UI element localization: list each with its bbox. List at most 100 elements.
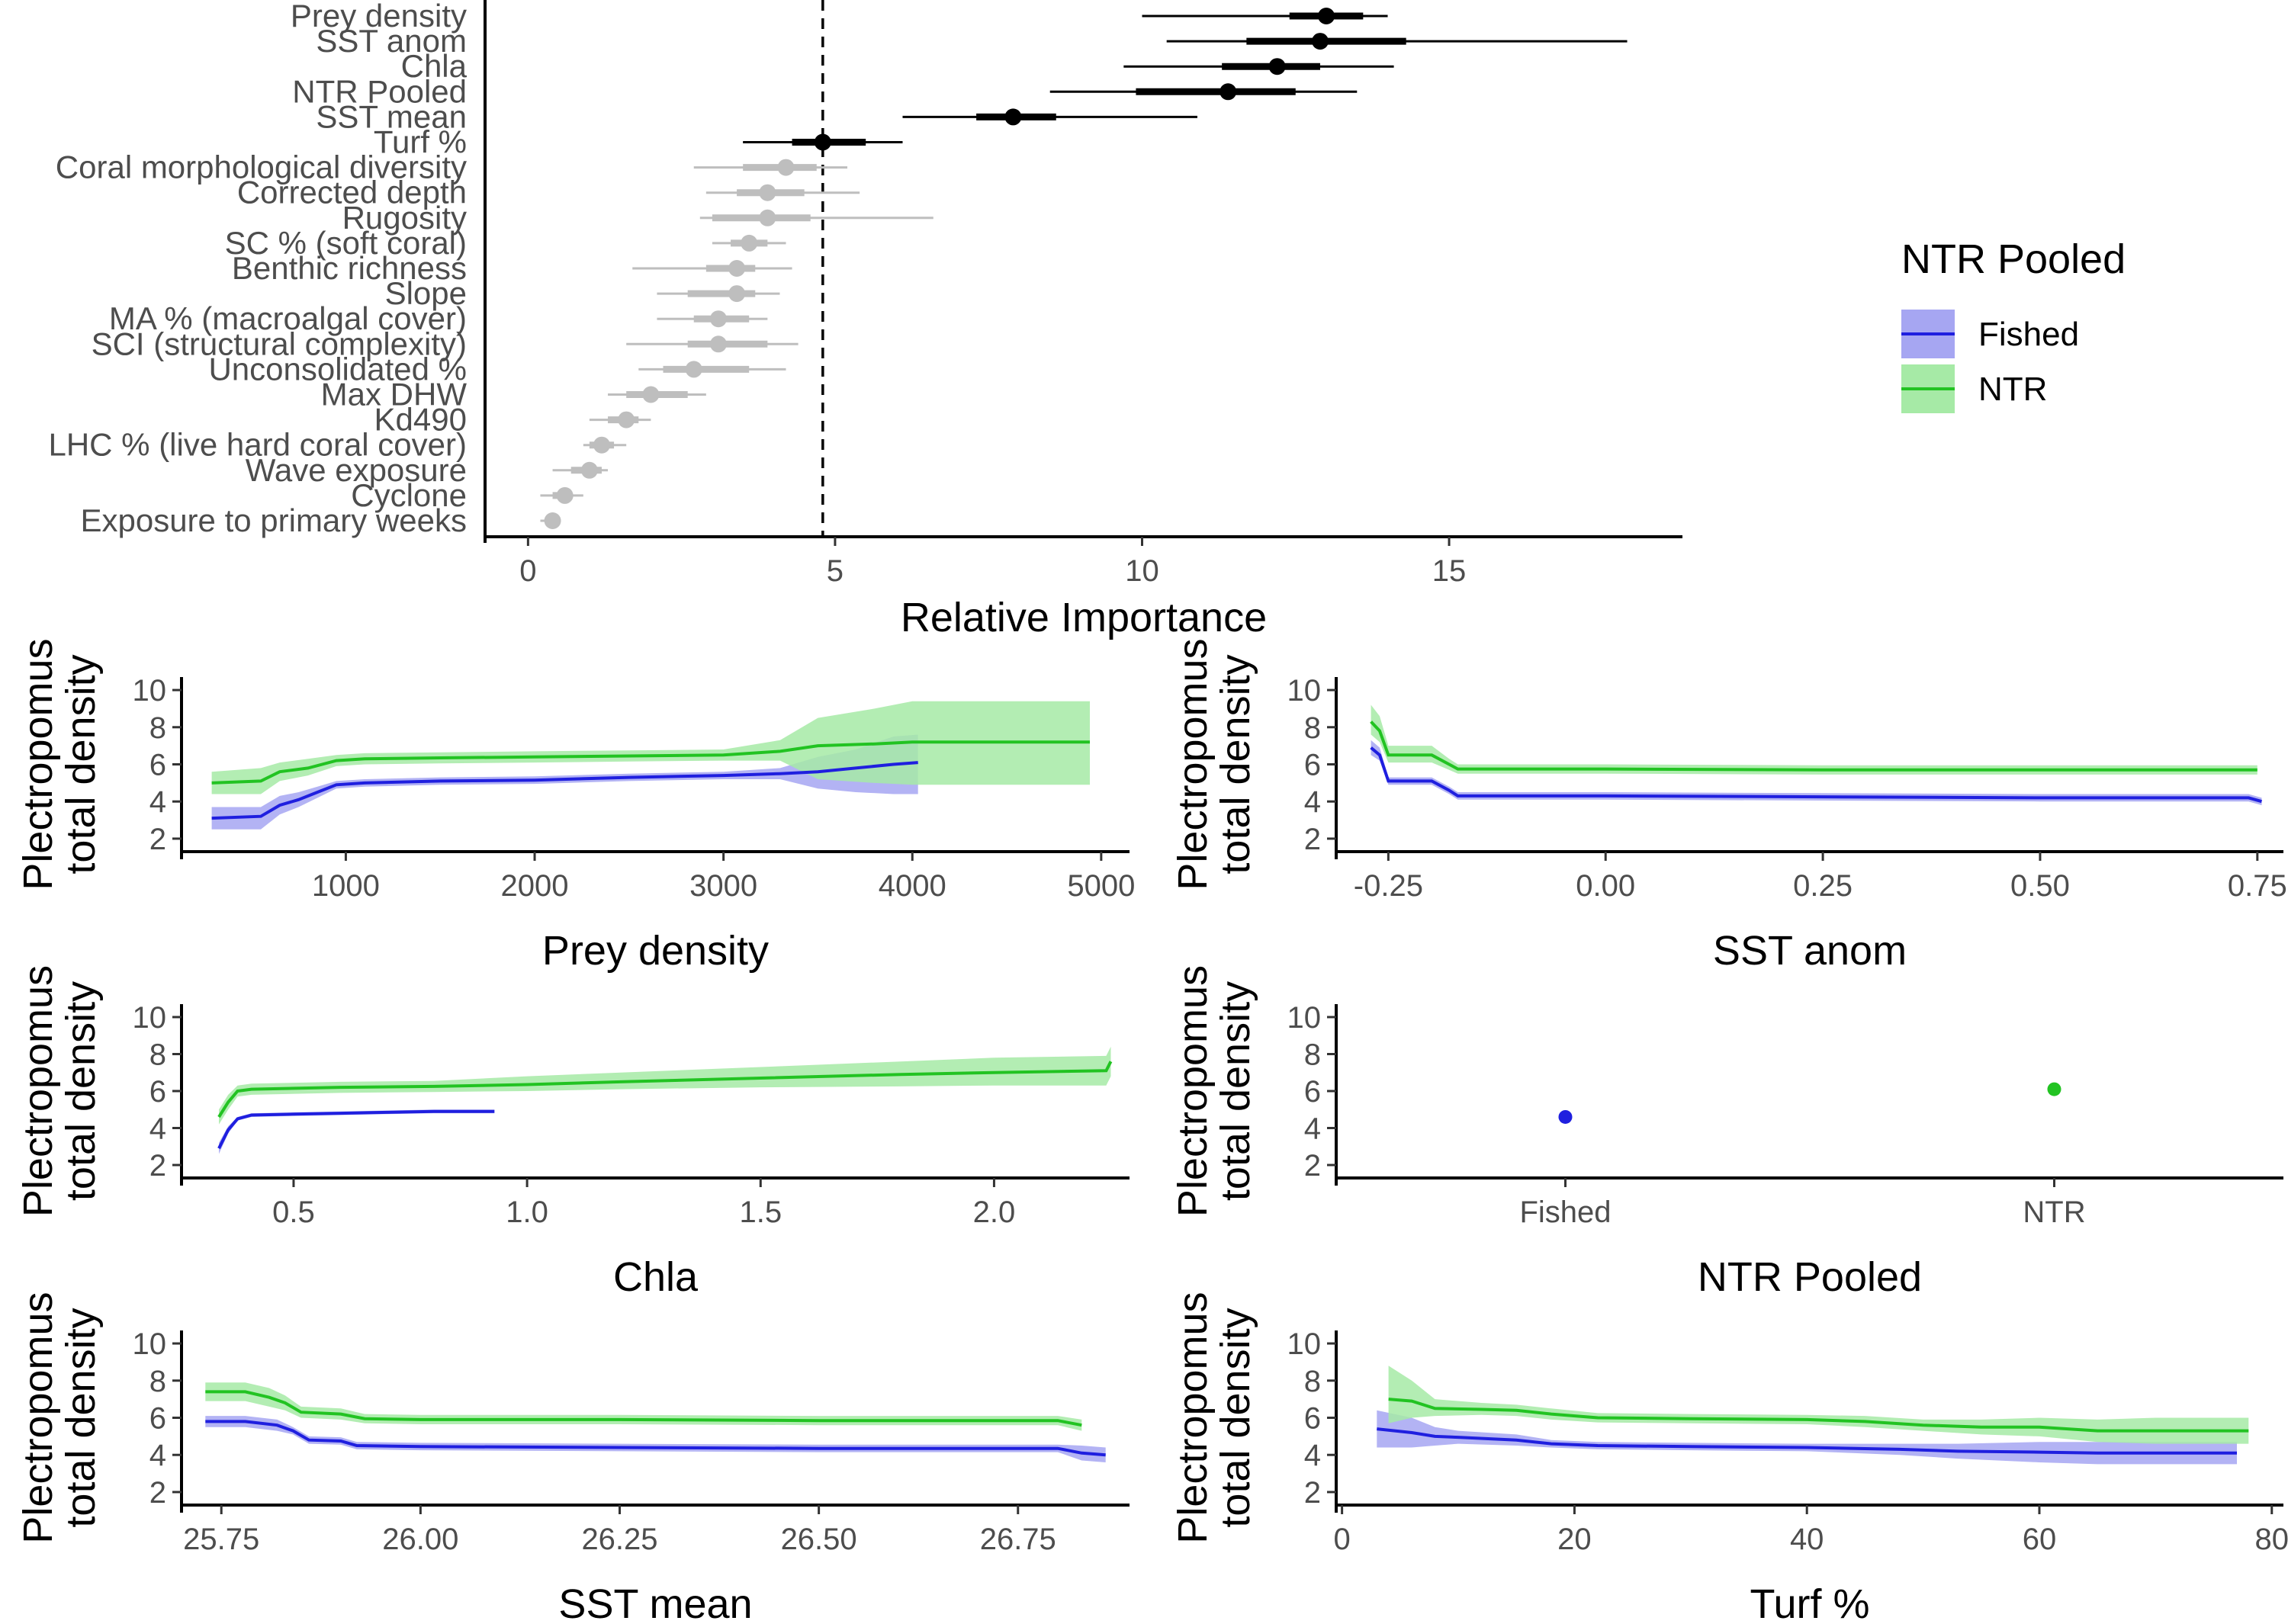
x-axis-title: NTR Pooled [1698,1254,1922,1300]
ntr-confidence-ribbon [219,1046,1111,1125]
ntr-confidence-ribbon [1371,704,2257,775]
legend-label-ntr: NTR [1978,371,2047,408]
variable-label: Slope [385,275,467,311]
y-tick-label: 2 [1304,1149,1321,1183]
x-tick-label: 5 [827,554,844,588]
x-tick-label: 1.5 [739,1196,782,1229]
y-tick-label: 8 [149,1038,166,1071]
fished-point [1558,1109,1573,1124]
y-tick-label: 6 [1304,749,1321,782]
y-tick-label: 10 [1287,674,1322,708]
y-tick-label: 4 [149,1439,166,1472]
importance-point [1311,33,1329,50]
x-tick-label: 0.5 [272,1196,315,1229]
y-tick-label: 4 [1304,1112,1321,1146]
y-tick-label: 10 [1287,1327,1322,1361]
x-tick-label: 0 [1333,1523,1350,1556]
x-tick-label: 60 [2023,1523,2057,1556]
ntr-line [211,740,1090,785]
x-tick-label: 0.25 [1793,869,1853,903]
y-tick-label: 10 [133,1001,167,1035]
y-axis-title-line1: Plectropomus [15,965,61,1217]
x-tick-label: Fished [1519,1196,1611,1229]
variable-label: MA % (macroalgal cover) [109,300,467,336]
x-tick-label: 26.00 [382,1523,458,1556]
importance-point [593,436,610,454]
x-tick-label: 20 [1557,1523,1592,1556]
y-tick-label: 6 [149,1402,166,1436]
importance-point [556,486,574,504]
y-axis-title-line1: Plectropomus [1170,638,1216,890]
importance-point [814,133,831,151]
importance-point [728,260,746,277]
variable-label: SC % (soft coral) [225,225,467,261]
y-tick-label: 6 [149,1075,166,1109]
fished-line [217,1109,495,1150]
pd-panel: 2 46 810 1000 2000 3000 4000 5000 Prey density Pl… [15,638,1135,974]
variable-label: Kd490 [374,402,467,438]
variable-label: Benthic richness [232,250,467,286]
variable-label: Max DHW [321,377,468,412]
legend-title: NTR Pooled [1901,236,2126,282]
importance-point [1318,8,1335,24]
y-tick-label: 6 [1304,1075,1321,1109]
importance-point [642,386,660,403]
x-axis-title: Chla [613,1254,699,1300]
pd-panel: 2 46 810 -0.25 0.00 0.25 0.50 0.75 SST anom Plect… [1170,638,2287,974]
variable-label: Corrected depth [237,175,467,210]
x-tick-label: 2000 [501,869,569,903]
y-axis-title-line2: total density [58,981,104,1201]
x-tick-label: 2.0 [973,1196,1016,1229]
variable-label: NTR Pooled [292,73,467,109]
y-tick-label: 2 [149,1476,166,1510]
y-tick-label: 10 [133,674,167,708]
x-tick-label: 26.50 [781,1523,857,1556]
x-tick-label: 80 [2255,1523,2288,1556]
y-tick-label: 4 [1304,1439,1321,1472]
y-axis-title-line1: Plectropomus [1170,965,1216,1217]
pd-panel: 2 46 8 10 25.75 26.00 26.25 26.50 26.75 SST mean P… [15,1292,1130,1624]
x-tick-label: 25.75 [183,1523,259,1556]
variable-label: Chla [401,48,468,84]
y-axis-title-line2: total density [58,654,104,874]
fished-confidence-ribbon [205,1416,1106,1462]
y-tick-label: 10 [133,1327,167,1361]
fished-line [1377,1427,2237,1455]
variable-label: LHC % (live hard coral cover) [48,427,467,463]
x-tick-label: 26.75 [980,1523,1056,1556]
x-tick-label: 5000 [1067,869,1135,903]
y-axis-title-line2: total density [1213,1308,1258,1527]
ntr-line [205,1390,1082,1427]
ntr-confidence-ribbon [205,1382,1082,1431]
y-axis-title-line2: total density [58,1308,104,1527]
x-tick-label: NTR [2023,1196,2085,1229]
importance-point [618,411,635,428]
x-tick-label: -0.25 [1354,869,1423,903]
importance-point [544,512,561,529]
variable-label: Wave exposure [246,452,467,488]
x-tick-label: 0.50 [2010,869,2070,903]
pd-panel: 246 810 Fished NTR NTR Pooled Plectropomustot… [1170,965,2283,1300]
y-axis-title-line1: Plectropomus [15,638,61,890]
importance-point [741,234,758,252]
x-tick-label: 4000 [879,869,946,903]
y-tick-label: 2 [149,823,166,856]
x-axis-title: SST mean [558,1581,752,1624]
importance-point [1220,83,1237,101]
ntr-point [2047,1082,2061,1096]
variable-label: Turf % [374,124,467,160]
y-tick-label: 2 [1304,1476,1321,1510]
y-tick-label: 2 [149,1149,166,1183]
x-tick-label: 1000 [312,869,380,903]
importance-point [709,335,727,353]
importance-point [685,361,702,378]
importance-point [1268,58,1286,75]
x-tick-label: 40 [1790,1523,1824,1556]
x-tick-label: 10 [1125,554,1159,588]
y-axis-title-line1: Plectropomus [15,1292,61,1543]
